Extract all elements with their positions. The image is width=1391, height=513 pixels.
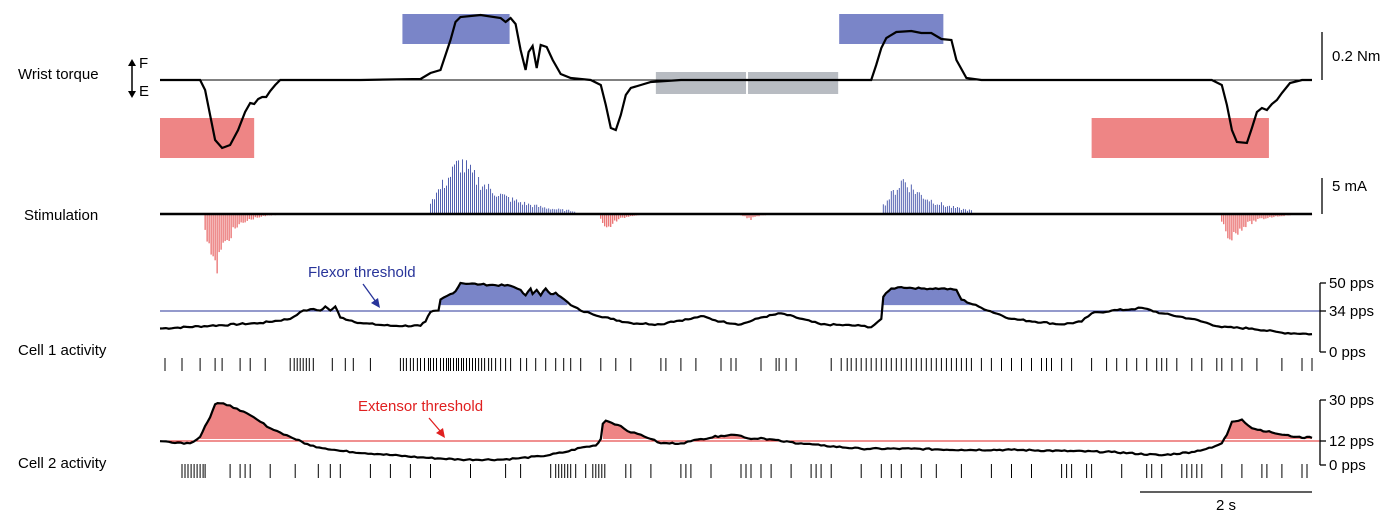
flexion-target-box bbox=[402, 14, 510, 44]
cell1-tick-34: 34 pps bbox=[1329, 303, 1374, 320]
target-boxes bbox=[160, 14, 1269, 158]
rest-target-box bbox=[655, 72, 747, 94]
wrist-torque-label: Wrist torque bbox=[18, 66, 99, 83]
time-scale-label: 2 s bbox=[1216, 497, 1236, 513]
stimulation-pulses bbox=[204, 159, 1313, 274]
extension-target-box bbox=[160, 118, 255, 158]
flexor-threshold-arrow-icon bbox=[362, 283, 380, 308]
cell2-tick-12: 12 pps bbox=[1329, 433, 1374, 450]
flexion-letter: F bbox=[139, 55, 148, 72]
cell1-tick-50: 50 pps bbox=[1329, 275, 1374, 292]
torque-scale-label: 0.2 Nm bbox=[1332, 48, 1380, 65]
stimulation-label: Stimulation bbox=[24, 207, 98, 224]
cell1-spike-raster bbox=[164, 358, 1313, 371]
cell1-above-threshold-area bbox=[883, 287, 976, 306]
cell1-above-threshold-area bbox=[440, 283, 568, 306]
extension-letter: E bbox=[139, 83, 149, 100]
cell2-tick-30: 30 pps bbox=[1329, 392, 1374, 409]
flexor-threshold-annotation: Flexor threshold bbox=[308, 264, 416, 281]
cell2-label: Cell 2 activity bbox=[18, 455, 107, 472]
wrist-torque-trace bbox=[160, 13, 1312, 150]
cell2-rate-trace bbox=[159, 401, 1313, 462]
flex-ext-arrow-icon bbox=[128, 59, 136, 98]
extensor-threshold-arrow-icon bbox=[428, 417, 445, 438]
stimulation-scale-label: 5 mA bbox=[1332, 178, 1367, 195]
extensor-threshold-annotation: Extensor threshold bbox=[358, 398, 483, 415]
flexion-target-box bbox=[839, 14, 944, 44]
rest-target-box bbox=[748, 72, 839, 94]
cell1-rate-trace bbox=[159, 281, 1313, 336]
cell2-spike-raster bbox=[181, 464, 1308, 478]
threshold-fill-areas bbox=[200, 283, 1312, 439]
extension-target-box bbox=[1091, 118, 1269, 158]
cell1-axis bbox=[1319, 282, 1326, 353]
cell2-axis bbox=[1319, 399, 1326, 466]
cell2-above-threshold-area bbox=[200, 403, 294, 439]
cell1-label: Cell 1 activity bbox=[18, 342, 107, 359]
cell1-tick-0: 0 pps bbox=[1329, 344, 1366, 361]
cell2-tick-0: 0 pps bbox=[1329, 457, 1366, 474]
